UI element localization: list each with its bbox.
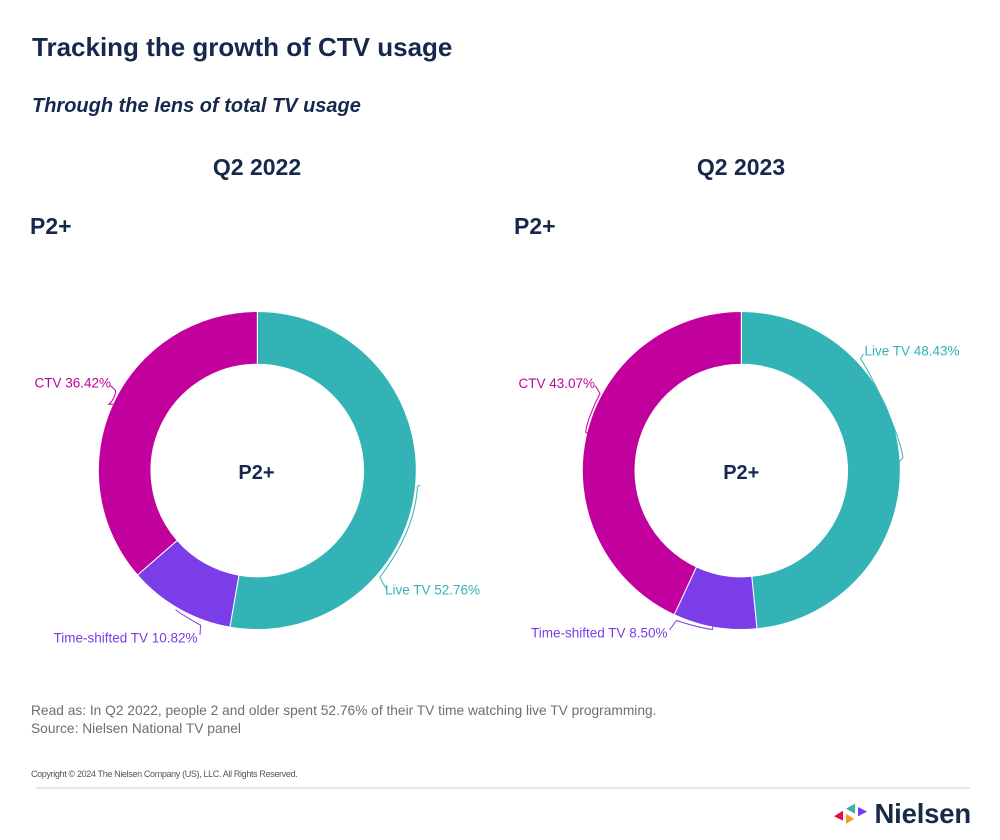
svg-text:Nielsen: Nielsen [875, 798, 971, 829]
svg-text:P2+: P2+ [238, 462, 274, 484]
svg-text:CTV 43.07%: CTV 43.07% [519, 376, 596, 391]
svg-text:Live TV 52.76%: Live TV 52.76% [385, 583, 480, 598]
svg-text:Time-shifted TV 10.82%: Time-shifted TV 10.82% [54, 631, 198, 646]
svg-text:CTV 36.42%: CTV 36.42% [35, 376, 112, 391]
svg-text:Time-shifted TV 8.50%: Time-shifted TV 8.50% [531, 626, 668, 641]
svg-text:P2+: P2+ [723, 462, 759, 484]
svg-text:Live TV 48.43%: Live TV 48.43% [865, 344, 960, 359]
